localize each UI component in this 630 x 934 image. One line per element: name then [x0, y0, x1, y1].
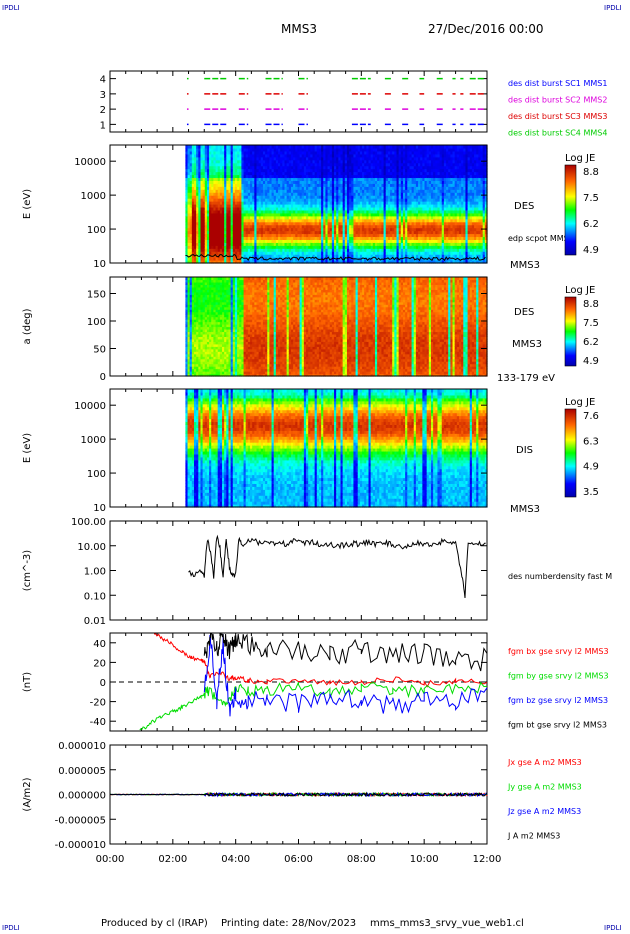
burst-legend-item: des dist burst SC1 MMS1	[508, 79, 607, 88]
panel-frame-0	[110, 71, 487, 132]
burst-legend-item: des dist burst SC4 MMS4	[508, 129, 607, 138]
burst-tick-label: 1	[100, 120, 106, 131]
spectrogram-des-energy	[185, 145, 487, 264]
burst-tick-label: 2	[100, 105, 106, 116]
burst-legend-item: des dist burst SC3 MMS3	[508, 112, 607, 121]
burst-legend-item: des dist burst SC2 MMS2	[508, 96, 607, 105]
burst-tick-label: 4	[100, 75, 106, 86]
burst-tick-label: 3	[100, 90, 106, 101]
